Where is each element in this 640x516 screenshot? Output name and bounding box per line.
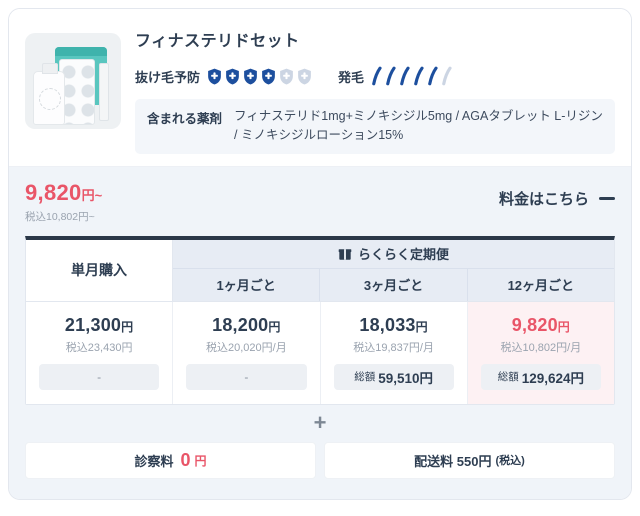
shield-rating-icons: [207, 68, 312, 85]
subscription-interval-headers: 1ヶ月ごと 3ヶ月ごと 12ヶ月ごと: [173, 268, 614, 302]
plan-price: 18,033円: [359, 314, 428, 335]
ratings-row: 抜け毛予防 発毛: [135, 66, 615, 86]
shipping-fee-note: (税込): [495, 455, 525, 468]
price-summary: 9,820円~ 税込10,802円~: [25, 180, 102, 224]
plan-total-pill: -: [186, 363, 307, 390]
product-header: フィナステリドセット 抜け毛予防 発毛 含まれる薬剤 フィナステリド1mg+ミノ…: [9, 9, 631, 166]
subscription-header-label: らくらく定期便: [357, 247, 449, 263]
medicines-label: 含まれる薬剤: [147, 112, 223, 126]
plan-cell-1month: 18,200円 税込20,020円/月 -: [173, 301, 321, 404]
hair-icon: [371, 66, 382, 86]
included-medicines-box: 含まれる薬剤 フィナステリド1mg+ミノキシジル5mg / AGAタブレット L…: [135, 99, 615, 154]
consultation-fee-label: 診察料: [134, 453, 174, 469]
shipping-fee-label: 配送料 550円: [414, 453, 492, 469]
interval-header-12month: 12ヶ月ごと: [507, 278, 575, 294]
hair-icon: [441, 66, 452, 86]
included-medicines-heading: 含まれる薬剤: [25, 498, 615, 499]
hair-icon: [427, 66, 438, 86]
rating-label: 抜け毛予防: [135, 69, 201, 85]
plan-total-pill: -: [39, 363, 160, 390]
plan-total-pill: 総額 129,624円: [480, 363, 601, 390]
hair-loss-prevention-rating: 抜け毛予防: [135, 67, 312, 86]
hair-growth-rating: 発毛: [338, 66, 452, 86]
shield-icon: [225, 68, 240, 85]
price-summary-row: 9,820円~ 税込10,802円~ 料金はこちら: [25, 180, 615, 224]
price-toggle-label: 料金はこちら: [498, 190, 589, 208]
plan-price-table: 単月購入 らくらく定期便 1ヶ月ごと 3ヶ月ごと 12ヶ月ごと 21,300円: [25, 235, 615, 405]
hair-rating-icons: [371, 66, 452, 86]
subscription-header-wrap: らくらく定期便 1ヶ月ごと 3ヶ月ごと 12ヶ月ごと: [173, 239, 614, 302]
shield-icon: [261, 68, 276, 85]
price-section: 9,820円~ 税込10,802円~ 料金はこちら 単月購入 らくらく定期便: [9, 165, 631, 499]
plan-tax: 税込19,837円/月: [353, 341, 434, 354]
plan-price: 18,200円: [212, 314, 281, 335]
price-suffix: 円~: [81, 187, 103, 203]
plan-tax: 税込20,020円/月: [206, 341, 287, 354]
blister-pack-graphic: [59, 59, 95, 125]
consultation-fee-box: 診察料 0 円: [25, 441, 316, 479]
plan-cell-12month: 9,820円 税込10,802円/月 総額 129,624円: [467, 301, 614, 404]
header-main: フィナステリドセット 抜け毛予防 発毛 含まれる薬剤 フィナステリド1mg+ミノ…: [135, 27, 615, 154]
plan-cell-single: 21,300円 税込23,430円 -: [26, 301, 174, 404]
interval-header-3month: 3ヶ月ごと: [320, 268, 468, 301]
plan-table-head: 単月購入 らくらく定期便 1ヶ月ごと 3ヶ月ごと 12ヶ月ごと: [26, 239, 614, 302]
interval-header-1month: 1ヶ月ごと: [173, 268, 321, 301]
price-tax-note: 税込10,802円~: [25, 210, 95, 223]
product-pricing-card: フィナステリドセット 抜け毛予防 発毛 含まれる薬剤 フィナステリド1mg+ミノ…: [8, 8, 632, 500]
shield-icon: [297, 68, 312, 85]
hair-icon: [399, 66, 410, 86]
plan-table-body: 21,300円 税込23,430円 - 18,200円 税込20,020円/月 …: [26, 301, 614, 404]
plan-cell-3month: 18,033円 税込19,837円/月 総額 59,510円: [320, 301, 468, 404]
plan-tax: 税込10,802円/月: [500, 341, 582, 354]
single-purchase-header: 単月購入: [26, 239, 173, 302]
collapse-minus-icon: [599, 196, 615, 200]
price-collapse-toggle[interactable]: 料金はこちら: [499, 188, 615, 209]
consultation-fee-amount: 0: [180, 449, 191, 470]
hair-icon: [385, 66, 396, 86]
included-medicines-section: 含まれる薬剤 フィナステリド1mg+ミノキシジル5mg 〉 AGAタブレット L…: [25, 498, 615, 499]
plan-tax: 税込23,430円: [65, 341, 133, 354]
fee-boxes: 診察料 0 円 配送料 550円 (税込): [25, 441, 615, 479]
shield-icon: [243, 68, 258, 85]
bottle-graphic: [33, 63, 65, 125]
medicines-text: フィナステリド1mg+ミノキシジル5mg / AGAタブレット L-リジン / …: [234, 109, 603, 143]
package-icon: [338, 247, 352, 261]
plan-total-pill: 総額 59,510円: [333, 363, 454, 390]
subscription-header: らくらく定期便: [173, 239, 614, 269]
shield-icon: [207, 68, 222, 85]
shipping-fee-box: 配送料 550円 (税込): [324, 441, 615, 479]
plan-price: 9,820円: [511, 314, 570, 335]
plus-icon: +: [313, 409, 327, 435]
rating-label: 発毛: [338, 69, 365, 85]
product-title: フィナステリドセット: [135, 33, 300, 50]
product-photo: [25, 33, 121, 129]
consultation-fee-unit: 円: [194, 453, 207, 468]
plan-price: 21,300円: [64, 314, 134, 335]
hair-icon: [413, 66, 424, 86]
shield-icon: [279, 68, 294, 85]
tube-graphic: [99, 63, 109, 121]
price-amount: 9,820: [25, 179, 82, 205]
